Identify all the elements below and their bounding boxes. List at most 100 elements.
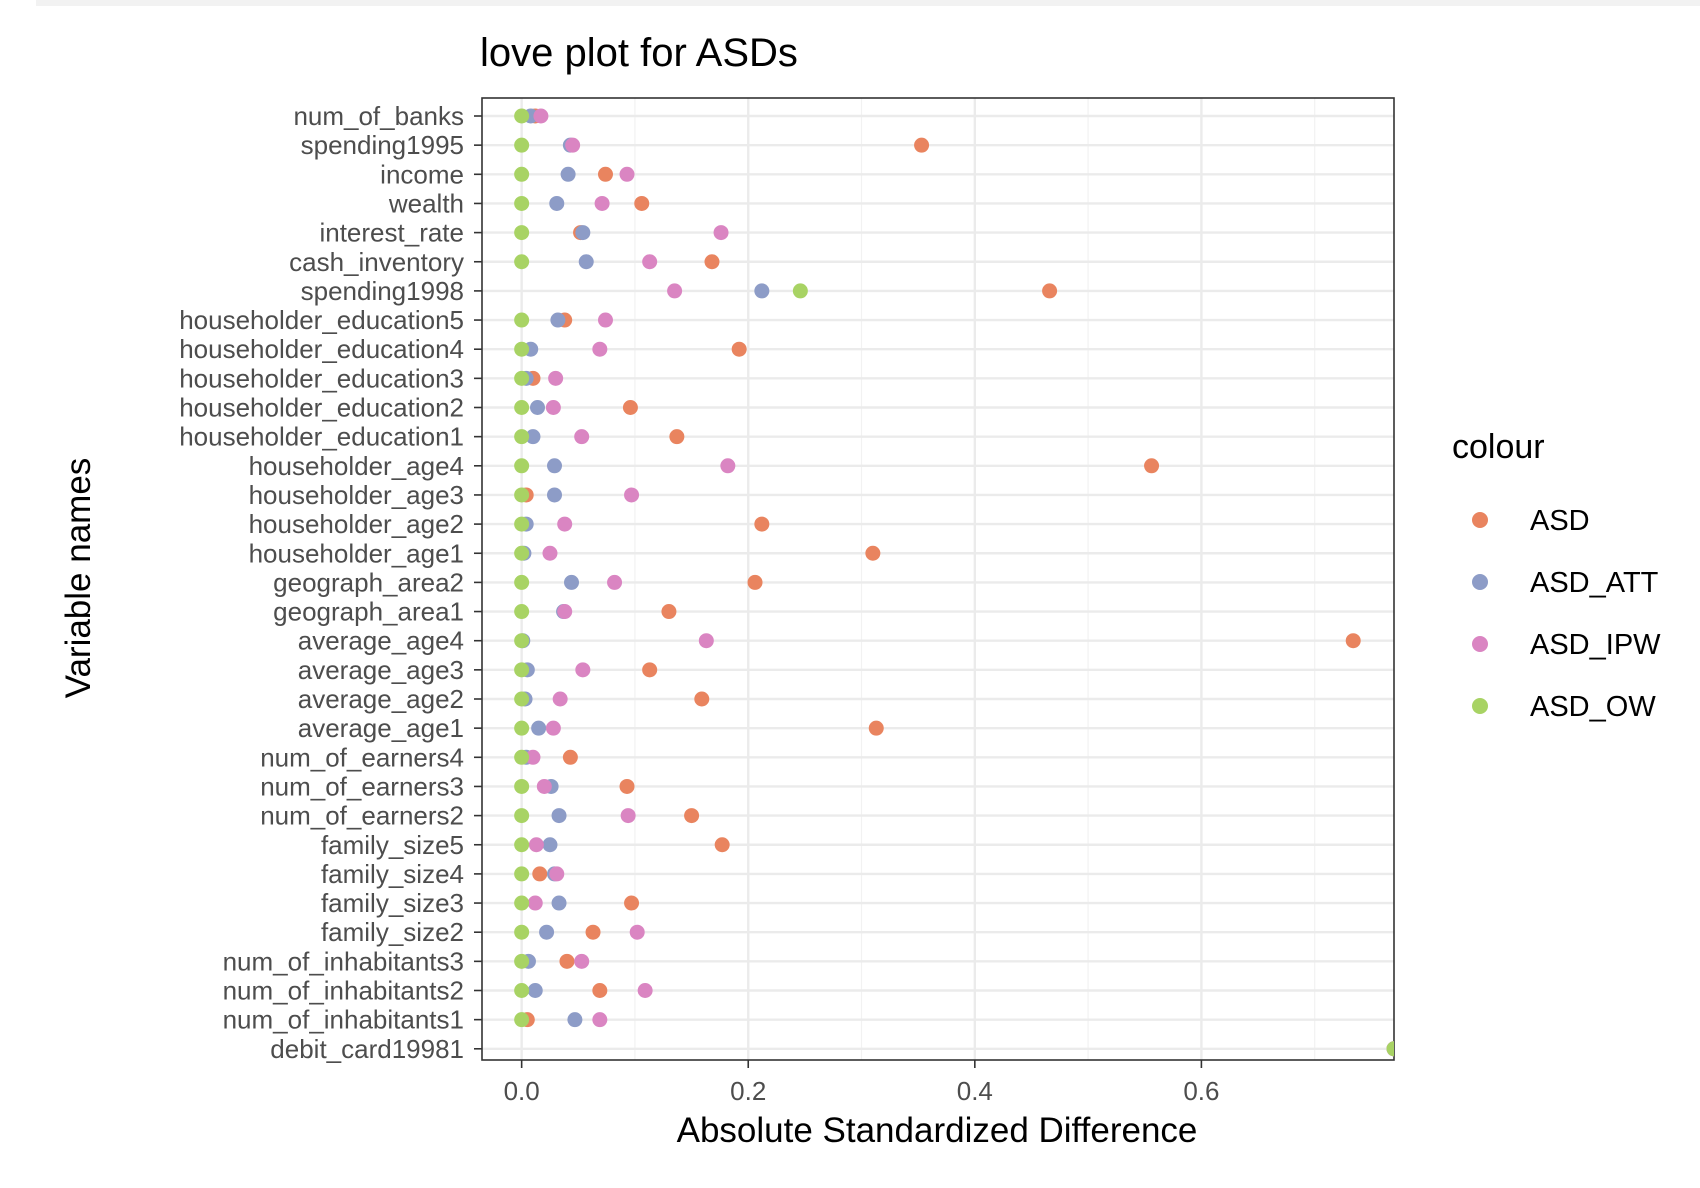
point-asd_ow	[514, 545, 530, 561]
point-asd_ow	[1386, 1041, 1394, 1057]
point-asd_ipw	[575, 662, 591, 678]
legend-key-asd	[1472, 512, 1488, 528]
point-asd_ow	[514, 108, 530, 124]
point-asd_ipw	[545, 720, 561, 736]
y-tick-label: householder_education1	[179, 422, 464, 452]
legend-label: ASD	[1530, 505, 1590, 537]
point-asd_att	[542, 837, 558, 853]
point-asd	[661, 604, 677, 620]
point-asd	[624, 895, 640, 911]
point-asd	[669, 429, 685, 445]
point-asd_ipw	[542, 545, 558, 561]
point-asd_ipw	[527, 895, 543, 911]
point-asd	[619, 778, 635, 794]
point-asd_ow	[514, 953, 530, 969]
legend-key-asd_ipw	[1472, 636, 1488, 652]
point-asd_ipw	[536, 778, 552, 794]
y-tick-label: average_age4	[298, 626, 464, 656]
y-tick-label: householder_education4	[179, 334, 464, 364]
point-asd_ipw	[637, 983, 653, 998]
point-asd_ipw	[624, 487, 640, 503]
y-tick-label: householder_age1	[249, 538, 464, 568]
x-tick-label: 0.2	[730, 1076, 766, 1106]
point-asd	[694, 691, 710, 707]
x-tick-label: 0.6	[1183, 1076, 1219, 1106]
x-tick-label: 0.4	[957, 1076, 993, 1106]
y-tick-label: householder_education3	[179, 363, 464, 393]
legend-key-asd_att	[1472, 574, 1488, 590]
y-tick-label: num_of_earners2	[260, 801, 464, 831]
point-asd_ipw	[548, 370, 564, 386]
y-tick-label: family_size5	[321, 830, 464, 860]
point-asd	[747, 574, 763, 590]
y-tick-label: householder_age3	[249, 480, 464, 510]
point-asd_att	[567, 1012, 583, 1028]
point-asd	[865, 545, 881, 561]
point-asd_ipw	[713, 225, 729, 241]
x-axis: 0.0 0.2 0.4 0.6	[504, 1060, 1219, 1106]
y-tick-label: family_size2	[321, 917, 464, 947]
point-asd_ow	[514, 166, 530, 182]
point-asd_ipw	[592, 1012, 608, 1028]
point-asd_ow	[514, 924, 530, 940]
legend-title: colour	[1452, 428, 1545, 466]
top-strip	[36, 0, 1700, 6]
point-asd_ipw	[525, 749, 541, 765]
y-tick-label: num_of_banks	[293, 101, 464, 131]
point-asd	[714, 837, 730, 853]
point-asd_ipw	[607, 574, 623, 590]
point-asd_ow	[514, 137, 530, 153]
point-asd_ow	[514, 429, 530, 445]
point-asd_ow	[514, 574, 530, 590]
point-asd_att	[549, 195, 565, 211]
point-asd_att	[547, 487, 563, 503]
point-asd_ipw	[557, 604, 573, 620]
point-asd_att	[525, 429, 541, 445]
y-tick-label: num_of_earners3	[260, 771, 464, 801]
point-asd	[1144, 458, 1160, 474]
point-asd_ipw	[642, 254, 658, 270]
point-asd_ow	[514, 370, 530, 386]
point-asd_ipw	[629, 924, 645, 940]
y-tick-label: num_of_earners4	[260, 742, 464, 772]
point-asd_att	[575, 225, 591, 241]
point-asd_att	[754, 283, 770, 299]
point-asd_att	[539, 924, 555, 940]
y-tick-label: num_of_inhabitants2	[223, 976, 464, 1006]
legend-label: ASD_OW	[1530, 691, 1656, 723]
point-asd_ow	[514, 1012, 530, 1028]
point-asd	[754, 516, 770, 532]
point-asd_ipw	[597, 312, 613, 328]
y-tick-label: householder_education2	[179, 393, 464, 423]
y-tick-label: wealth	[388, 188, 464, 218]
point-asd_ipw	[592, 341, 608, 357]
point-asd	[914, 137, 930, 153]
y-tick-label: spending1995	[301, 130, 464, 160]
point-asd_ow	[514, 778, 530, 794]
y-tick-label: spending1998	[301, 276, 464, 306]
point-asd_ipw	[528, 837, 544, 853]
point-asd	[684, 808, 700, 824]
point-asd	[634, 195, 650, 211]
panel-border	[481, 97, 1395, 1061]
y-tick-label: geograph_area1	[273, 597, 464, 627]
point-asd_ow	[514, 312, 530, 328]
point-asd_ow	[514, 487, 530, 503]
point-asd_ow	[514, 254, 530, 270]
point-asd_att	[551, 895, 567, 911]
y-tick-label: householder_age2	[249, 509, 464, 539]
y-tick-label: average_age1	[298, 713, 464, 743]
legend-label: ASD_ATT	[1530, 567, 1659, 599]
y-tick-label: householder_education5	[179, 305, 464, 335]
point-asd_ipw	[565, 137, 581, 153]
point-asd_ow	[514, 720, 530, 736]
point-asd	[592, 983, 608, 998]
point-asd_ipw	[552, 691, 568, 707]
point-asd_ipw	[619, 166, 635, 182]
point-asd_ow	[514, 400, 530, 415]
points-group	[514, 108, 1394, 1057]
point-asd_att	[550, 312, 566, 328]
point-asd_att	[527, 983, 543, 998]
point-asd_att	[551, 808, 567, 824]
